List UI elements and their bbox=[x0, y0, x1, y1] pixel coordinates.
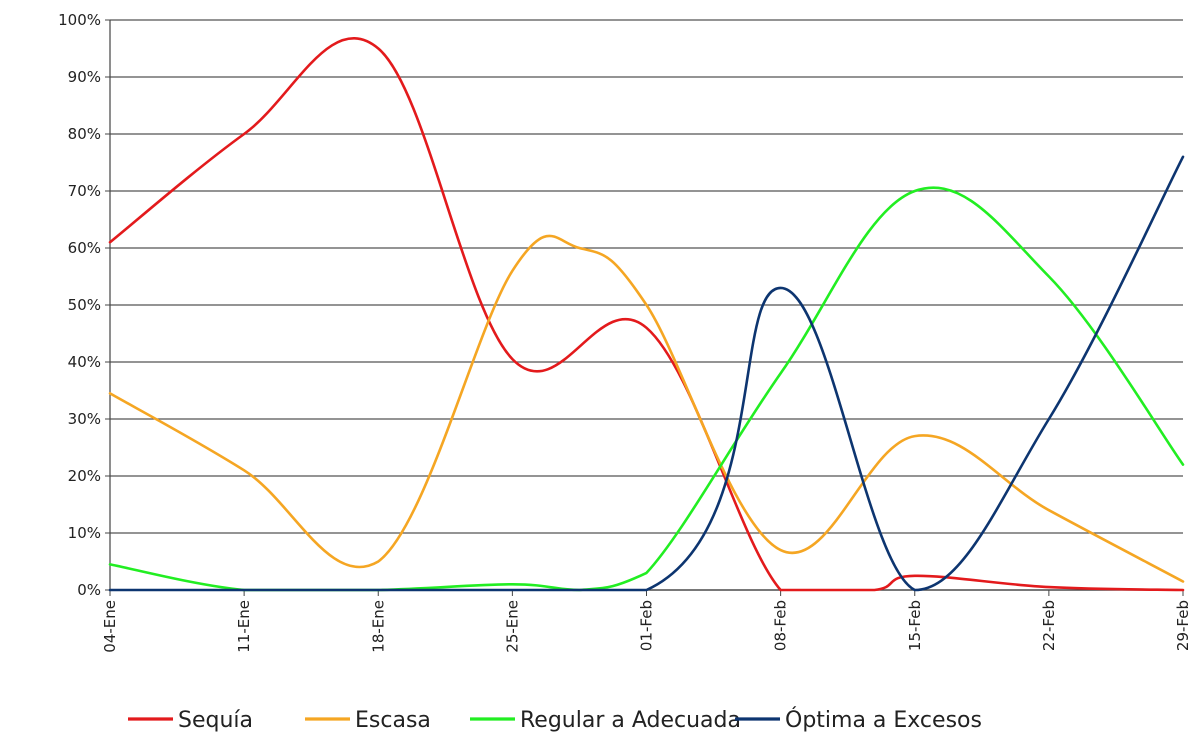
y-tick-label: 20% bbox=[68, 467, 101, 485]
x-tick-label: 08-Feb bbox=[772, 600, 790, 651]
y-tick-label: 80% bbox=[68, 125, 101, 143]
legend: Sequía Escasa Regular a Adecuada Óptima a E… bbox=[128, 707, 982, 733]
x-tick-label: 01-Feb bbox=[638, 600, 656, 651]
y-tick-label: 60% bbox=[68, 239, 101, 257]
y-tick-label: 50% bbox=[68, 296, 101, 314]
x-tick-label: 25-Ene bbox=[503, 600, 521, 653]
series-line-1 bbox=[108, 234, 1185, 583]
x-tick-label: 29-Feb bbox=[1174, 600, 1192, 651]
series-line-0 bbox=[108, 37, 1185, 592]
series-lines bbox=[108, 37, 1185, 592]
y-tick-label: 70% bbox=[68, 182, 101, 200]
y-tick-label: 10% bbox=[68, 524, 101, 542]
x-tick-label: 15-Feb bbox=[906, 600, 924, 651]
legend-label: Escasa bbox=[355, 708, 431, 733]
x-tick-label: 18-Ene bbox=[369, 600, 387, 653]
legend-label: Sequía bbox=[178, 708, 253, 733]
y-tick-label: 40% bbox=[68, 353, 101, 371]
series-line-3 bbox=[108, 155, 1185, 592]
y-tick-label: 30% bbox=[68, 410, 101, 428]
x-axis-ticks: 04-Ene 11-Ene 18-Ene 25-Ene 01-Feb 08-Feb 15-F… bbox=[101, 590, 1192, 653]
y-tick-label: 0% bbox=[77, 581, 101, 599]
x-tick-label: 04-Ene bbox=[101, 600, 119, 653]
x-tick-label: 11-Ene bbox=[235, 600, 253, 653]
x-tick-label: 22-Feb bbox=[1040, 600, 1058, 651]
y-tick-label: 100% bbox=[58, 11, 101, 29]
legend-label: Óptima a Excesos bbox=[785, 707, 982, 733]
legend-label: Regular a Adecuada bbox=[520, 708, 741, 733]
y-tick-label: 90% bbox=[68, 68, 101, 86]
y-axis-ticks: 0% 10% 20% 30% 40% 50% 60% 70% 80% 90% 100% bbox=[58, 11, 110, 599]
